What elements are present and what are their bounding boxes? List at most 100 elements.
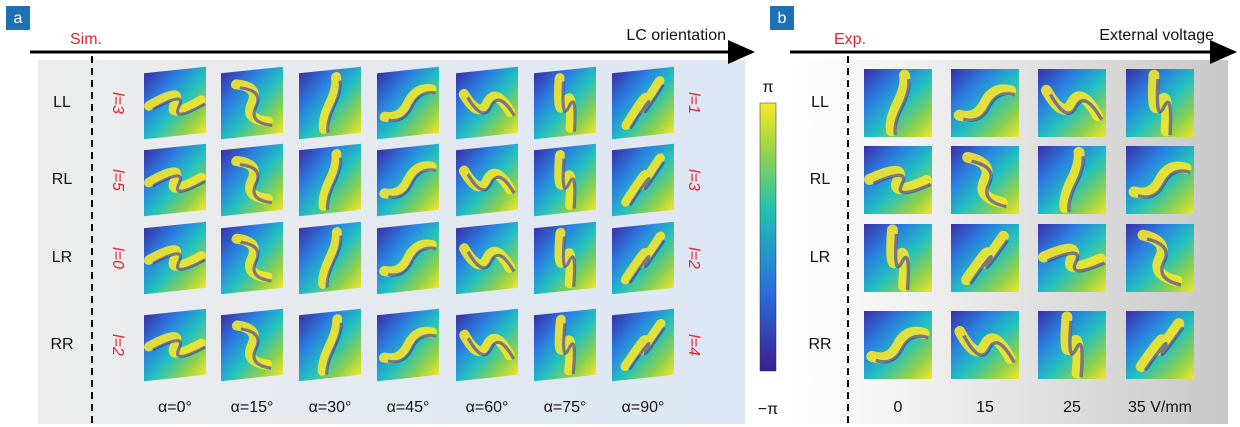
column-label: α=45° xyxy=(387,399,430,416)
phase-map xyxy=(612,308,674,382)
phase-swirl-shadow xyxy=(971,159,1007,209)
phase-swirl-shadow xyxy=(1046,251,1106,273)
phase-swirl-shadow xyxy=(893,78,911,136)
phase-map xyxy=(377,143,439,217)
colorbar-bottom: −π xyxy=(758,401,778,418)
phase-swirl-shadow xyxy=(239,86,273,127)
phase-swirl-shadow xyxy=(466,96,516,117)
phase-map xyxy=(1038,224,1106,292)
phase-swirl-shadow xyxy=(962,92,1016,122)
row-label: RR xyxy=(50,336,73,353)
phase-map xyxy=(144,221,206,295)
phase-map xyxy=(456,308,518,382)
phase-swirl xyxy=(1135,318,1185,372)
phase-map xyxy=(951,146,1019,214)
phase-map xyxy=(377,308,439,382)
row-label: RR xyxy=(808,336,831,353)
phase-swirl xyxy=(1038,243,1106,273)
phase-map xyxy=(377,66,439,140)
phase-map xyxy=(144,143,206,217)
row-label: RL xyxy=(810,171,831,188)
phase-swirl-shadow xyxy=(152,339,206,358)
phase-swirl-shadow xyxy=(387,168,437,199)
column-label: 15 xyxy=(976,399,994,416)
phase-map xyxy=(299,308,361,382)
phase-map xyxy=(144,66,206,140)
phase-swirl-shadow xyxy=(466,173,516,194)
row-label: LL xyxy=(811,94,829,111)
row-label: LR xyxy=(52,249,72,266)
phase-swirl-shadow xyxy=(1068,320,1084,378)
phase-map xyxy=(612,66,674,140)
phase-swirl-shadow xyxy=(466,250,516,273)
column-label: α=75° xyxy=(544,399,587,416)
phase-swirl xyxy=(1128,161,1192,199)
phase-swirl-shadow xyxy=(562,323,576,374)
phase-swirl-shadow xyxy=(628,161,666,206)
panel-b-label: b xyxy=(778,10,787,27)
phase-swirl-shadow xyxy=(152,252,206,271)
phase-swirl-shadow xyxy=(240,327,272,370)
column-label: α=60° xyxy=(466,399,509,416)
phase-swirl xyxy=(379,161,437,199)
colorbar-top: π xyxy=(762,79,773,96)
phase-swirl-shadow xyxy=(326,80,342,134)
phase-swirl-shadow xyxy=(240,240,272,283)
phase-map xyxy=(144,308,206,382)
phase-map xyxy=(1126,146,1194,214)
phase-map xyxy=(951,224,1019,292)
phase-swirl xyxy=(554,150,576,210)
phase-swirl xyxy=(378,326,438,364)
phase-map xyxy=(1038,311,1106,379)
exp-label: Exp. xyxy=(834,31,866,48)
phase-map xyxy=(221,308,283,382)
phase-map xyxy=(377,221,439,295)
phase-swirl-shadow xyxy=(561,236,577,287)
topological-charge: l=3 xyxy=(109,92,126,114)
phase-swirl xyxy=(144,167,206,193)
phase-swirl-shadow xyxy=(872,173,932,195)
phase-swirl xyxy=(554,73,576,133)
colorbar xyxy=(759,102,777,372)
phase-swirl-shadow xyxy=(1155,78,1173,136)
phase-swirl xyxy=(1059,146,1085,214)
phase-swirl-shadow xyxy=(969,239,1009,285)
phase-swirl xyxy=(866,326,930,364)
phase-swirl-shadow xyxy=(561,81,577,132)
phase-swirl xyxy=(317,314,343,376)
phase-swirl-shadow xyxy=(629,83,665,130)
phase-swirl xyxy=(144,90,206,116)
phase-map xyxy=(864,146,932,214)
row-label: RL xyxy=(52,171,73,188)
phase-swirl xyxy=(953,84,1017,122)
phase-map xyxy=(1126,69,1194,137)
topological-charge: l=3 xyxy=(685,169,702,191)
phase-swirl-shadow xyxy=(387,333,437,364)
phase-swirl xyxy=(1147,69,1173,137)
phase-swirl xyxy=(1060,311,1084,379)
phase-map xyxy=(612,221,674,295)
topological-charge: l=5 xyxy=(109,169,126,191)
phase-swirl xyxy=(621,76,665,130)
topological-charge: l=2 xyxy=(109,334,126,356)
phase-swirl-shadow xyxy=(152,97,206,116)
phase-swirl-shadow xyxy=(875,334,929,364)
phase-map xyxy=(1126,311,1194,379)
column-label: α=15° xyxy=(231,399,274,416)
phase-map xyxy=(864,224,932,292)
phase-swirl xyxy=(144,245,206,271)
phase-swirl-shadow xyxy=(1143,326,1185,372)
phase-map xyxy=(1038,146,1106,214)
column-label: 35 V/mm xyxy=(1128,399,1192,416)
column-label: 0 xyxy=(894,399,903,416)
column-label: α=30° xyxy=(309,399,352,416)
phase-map xyxy=(299,66,361,140)
phase-swirl-shadow xyxy=(388,91,436,123)
row-label: LR xyxy=(810,249,830,266)
phase-swirl-shadow xyxy=(239,163,273,205)
phase-map xyxy=(456,143,518,217)
phase-swirl-shadow xyxy=(628,239,666,284)
phase-map xyxy=(299,221,361,295)
phase-swirl xyxy=(144,332,206,358)
phase-swirl-shadow xyxy=(1067,156,1085,212)
